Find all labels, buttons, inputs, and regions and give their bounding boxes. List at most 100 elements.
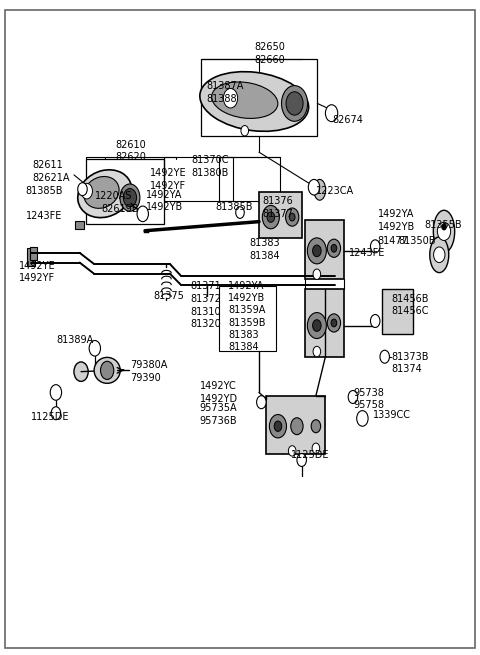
Circle shape: [51, 407, 60, 420]
Text: 81373B
81374: 81373B 81374: [392, 352, 429, 375]
Circle shape: [286, 92, 303, 115]
Ellipse shape: [281, 86, 308, 121]
Ellipse shape: [74, 362, 88, 381]
Circle shape: [313, 269, 321, 280]
Text: 1243FE: 1243FE: [349, 248, 385, 258]
Text: 81350B: 81350B: [398, 236, 435, 246]
Text: 95735A
95736B: 95735A 95736B: [200, 403, 237, 426]
Text: 82619B: 82619B: [101, 204, 139, 214]
Circle shape: [307, 312, 326, 339]
Circle shape: [236, 207, 244, 218]
Text: 1492YE
1492YF: 1492YE 1492YF: [19, 261, 56, 284]
Circle shape: [288, 445, 296, 456]
Circle shape: [437, 222, 451, 240]
Circle shape: [241, 126, 249, 136]
Bar: [75, 221, 84, 229]
Text: 81376
81377: 81376 81377: [263, 196, 294, 219]
Circle shape: [325, 105, 338, 122]
Circle shape: [137, 206, 148, 221]
Text: 1243FE: 1243FE: [25, 211, 62, 221]
Text: 81477: 81477: [378, 236, 408, 246]
Circle shape: [269, 415, 287, 438]
Text: 1492YA
1492YB: 1492YA 1492YB: [378, 209, 415, 231]
Text: 1492YE
1492YF: 1492YE 1492YF: [150, 168, 187, 191]
Circle shape: [433, 247, 445, 263]
Bar: [164, 157, 233, 201]
Circle shape: [289, 213, 295, 221]
Circle shape: [348, 390, 358, 403]
Text: 81355B: 81355B: [424, 220, 462, 230]
Circle shape: [291, 418, 303, 435]
Text: 82610
82620: 82610 82620: [116, 140, 146, 162]
Circle shape: [81, 183, 93, 199]
Text: 1125DE: 1125DE: [31, 412, 70, 422]
Bar: [27, 248, 35, 267]
Circle shape: [286, 208, 299, 226]
Circle shape: [311, 420, 321, 433]
Circle shape: [50, 384, 61, 400]
Circle shape: [297, 453, 306, 466]
Ellipse shape: [78, 170, 132, 217]
Circle shape: [308, 179, 320, 195]
Bar: [86, 159, 164, 223]
Text: 1492YC
1492YD: 1492YC 1492YD: [200, 381, 238, 403]
Circle shape: [327, 239, 341, 257]
Text: 82674: 82674: [333, 115, 363, 124]
Bar: [259, 193, 301, 238]
Circle shape: [223, 88, 238, 108]
Text: 82611
82621A: 82611 82621A: [32, 160, 70, 183]
Circle shape: [123, 189, 137, 207]
Text: 1125DE: 1125DE: [291, 450, 330, 460]
Text: 81371
81372: 81371 81372: [190, 281, 221, 304]
Circle shape: [312, 443, 320, 453]
Circle shape: [312, 320, 321, 331]
Ellipse shape: [200, 71, 309, 131]
Ellipse shape: [94, 358, 120, 383]
Circle shape: [331, 319, 337, 327]
Text: 1492YA
1492YB: 1492YA 1492YB: [228, 280, 265, 303]
Text: 81383
81384: 81383 81384: [228, 330, 259, 352]
Ellipse shape: [430, 237, 449, 272]
Ellipse shape: [433, 210, 455, 252]
Circle shape: [327, 314, 341, 332]
Bar: [219, 286, 276, 351]
Text: 95738
95758: 95738 95758: [354, 388, 385, 410]
Text: 1220AS: 1220AS: [96, 191, 133, 200]
Circle shape: [257, 396, 266, 409]
Text: 81370C
81380B: 81370C 81380B: [192, 155, 229, 178]
Circle shape: [267, 212, 275, 222]
Ellipse shape: [314, 179, 325, 200]
Ellipse shape: [120, 184, 140, 212]
Text: 79380A
79390: 79380A 79390: [130, 360, 168, 383]
Circle shape: [262, 206, 279, 229]
Circle shape: [371, 314, 380, 328]
Bar: [30, 247, 37, 260]
Bar: [201, 60, 317, 136]
Bar: [266, 396, 325, 454]
Text: 81385B: 81385B: [216, 202, 253, 212]
Bar: [305, 220, 344, 279]
Circle shape: [307, 238, 326, 264]
Circle shape: [442, 223, 446, 230]
Circle shape: [313, 346, 321, 357]
Text: 1492YA
1492YB: 1492YA 1492YB: [146, 190, 183, 212]
Text: 81375: 81375: [154, 291, 184, 301]
Circle shape: [274, 421, 282, 432]
Circle shape: [89, 341, 100, 356]
Text: 81383
81384: 81383 81384: [250, 238, 280, 261]
Text: 81456B
81456C: 81456B 81456C: [392, 293, 429, 316]
Circle shape: [371, 240, 380, 253]
Circle shape: [100, 362, 114, 379]
Bar: [383, 289, 413, 334]
Text: 81387A
81388: 81387A 81388: [207, 81, 244, 103]
Bar: [219, 157, 280, 201]
Text: 81359A
81359B: 81359A 81359B: [228, 305, 265, 328]
Bar: [305, 289, 344, 357]
Text: 1339CC: 1339CC: [373, 409, 411, 419]
Ellipse shape: [212, 82, 278, 119]
Ellipse shape: [84, 176, 119, 208]
Circle shape: [331, 244, 337, 252]
Circle shape: [312, 245, 321, 257]
Circle shape: [78, 183, 87, 196]
Circle shape: [357, 411, 368, 426]
